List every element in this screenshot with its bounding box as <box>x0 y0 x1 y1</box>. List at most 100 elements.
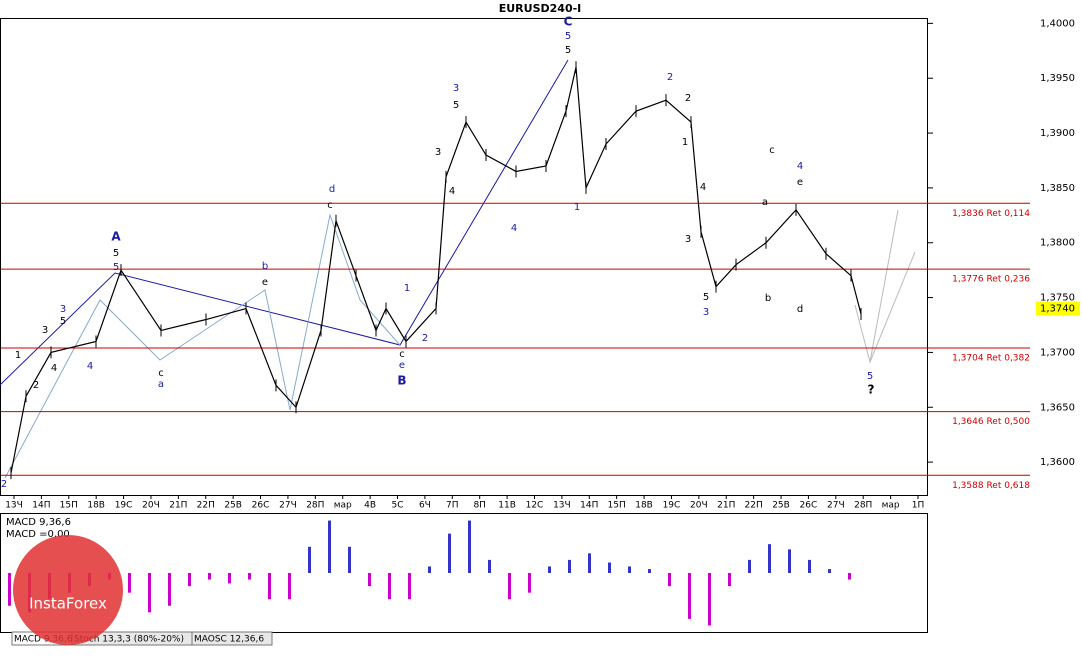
x-tick-label: 14П <box>32 501 50 511</box>
wave-lines <box>0 59 916 479</box>
wave-label: 3 <box>685 234 691 245</box>
y-tick-label: 1,3750 <box>1040 293 1075 304</box>
wave-label: 3 <box>453 83 459 94</box>
wave-label: e <box>262 277 268 288</box>
wave-label: 5 <box>867 371 873 382</box>
y-tick-label: 1,3900 <box>1040 128 1075 139</box>
y-tick-label: 1,3600 <box>1040 457 1075 468</box>
macd-frame <box>0 513 928 633</box>
x-tick-label: 27Ч <box>827 501 845 511</box>
wave-label: 4 <box>700 182 706 193</box>
wave-label: c <box>158 368 164 379</box>
x-tick-label: 21П <box>717 501 735 511</box>
forecast-line <box>869 209 899 363</box>
x-tick-label: 20Ч <box>142 501 160 511</box>
wave-label: 5 <box>565 45 571 56</box>
macd-bar <box>788 549 791 573</box>
plot-frame <box>0 18 928 496</box>
macd-bar <box>368 573 371 587</box>
x-tick-label: 22П <box>745 501 763 511</box>
macd-bar <box>608 562 611 573</box>
macd-bar <box>268 573 271 600</box>
x-tick-label: 19С <box>115 501 133 511</box>
macd-bar <box>388 573 391 600</box>
wave-label: 4 <box>511 223 517 234</box>
y-tick-label: 1,3850 <box>1040 183 1075 194</box>
level-label: 1,3836 Ret 0,114 <box>952 209 1030 219</box>
tab <box>191 631 273 646</box>
x-tick-label: 25В <box>772 501 790 511</box>
level-label: 1,3776 Ret 0,236 <box>952 275 1030 285</box>
macd-bar <box>228 573 231 584</box>
x-tick-label: 11В <box>498 501 516 511</box>
macd-bar <box>348 546 351 573</box>
x-tick-label: 4В <box>364 501 376 511</box>
x-tick-label: 28П <box>306 501 324 511</box>
wave-label: b <box>262 261 268 272</box>
macd-bar <box>448 533 451 573</box>
x-tick-label: 18В <box>635 501 653 511</box>
wave-label: 3 <box>435 147 441 158</box>
macd-bar <box>648 569 651 573</box>
chart-title: EURUSD240-I <box>499 2 582 15</box>
tab-label: MAOSC 12,36,6 <box>194 635 264 645</box>
level-label: 1,3646 Ret 0,500 <box>952 417 1030 427</box>
wave-label: 2 <box>422 333 428 344</box>
x-tick-label: 28П <box>854 501 872 511</box>
wave-line-minor <box>4 213 401 479</box>
x-tick-label: 8П <box>473 501 486 511</box>
wave-label: 5 <box>453 100 459 111</box>
wave-label: 4 <box>87 361 93 372</box>
macd-bar <box>768 544 771 573</box>
macd-bar <box>288 573 291 600</box>
macd-bar <box>188 573 191 587</box>
wave-label: 5 <box>113 248 119 259</box>
macd-bar <box>428 566 431 573</box>
macd-bar <box>828 569 831 573</box>
macd-title: MACD 9,36,6 <box>6 517 71 528</box>
level-label: 1,3704 Ret 0,382 <box>952 354 1030 364</box>
macd-bar <box>128 573 131 593</box>
wave-label: c <box>399 349 405 360</box>
tab-label: Stoch 13,3,3 (80%-20%) <box>74 635 184 645</box>
y-tick-label: 1,3800 <box>1040 238 1075 249</box>
x-tick-label: 21П <box>169 501 187 511</box>
wave-label: 2 <box>667 72 673 83</box>
macd-bar <box>728 573 731 587</box>
macd-bar <box>328 520 331 573</box>
y-tick-label: 1,4000 <box>1040 18 1075 29</box>
wave-label: c <box>327 200 333 211</box>
wave-label: 5 <box>113 262 119 273</box>
wave-label: 5 <box>60 316 66 327</box>
x-tick-label: 26С <box>252 501 270 511</box>
wave-label: d <box>329 184 335 195</box>
macd-bar <box>8 573 11 606</box>
x-tick-label: 22П <box>197 501 215 511</box>
macd-bar <box>588 553 591 573</box>
wave-label: 4 <box>797 161 803 172</box>
macd-bar <box>148 573 151 613</box>
x-tick-label: 12С <box>526 501 544 511</box>
wave-label: 5 <box>703 292 709 303</box>
macd-bar <box>708 573 711 626</box>
x-tick-label: 5С <box>392 501 404 511</box>
macd-bar <box>408 573 411 600</box>
macd-bar <box>168 573 171 606</box>
macd-bar <box>468 520 471 573</box>
wave-label: 1 <box>574 202 580 213</box>
x-tick-label: мар <box>882 501 900 511</box>
x-tick-label: 15П <box>608 501 626 511</box>
macd-bar <box>568 559 571 573</box>
macd-bar <box>508 573 511 600</box>
x-tick-label: мар <box>334 501 352 511</box>
macd-bar <box>668 573 671 587</box>
wave-label: 4 <box>51 363 57 374</box>
macd-bar <box>548 566 551 573</box>
watermark: InstaForex <box>29 595 107 613</box>
level-label: 1,3588 Ret 0,618 <box>952 481 1030 491</box>
x-tick-label: 13Ч <box>5 501 23 511</box>
x-tick-label: 6Ч <box>419 501 431 511</box>
macd-bar <box>808 559 811 573</box>
wave-label: C <box>564 15 573 29</box>
